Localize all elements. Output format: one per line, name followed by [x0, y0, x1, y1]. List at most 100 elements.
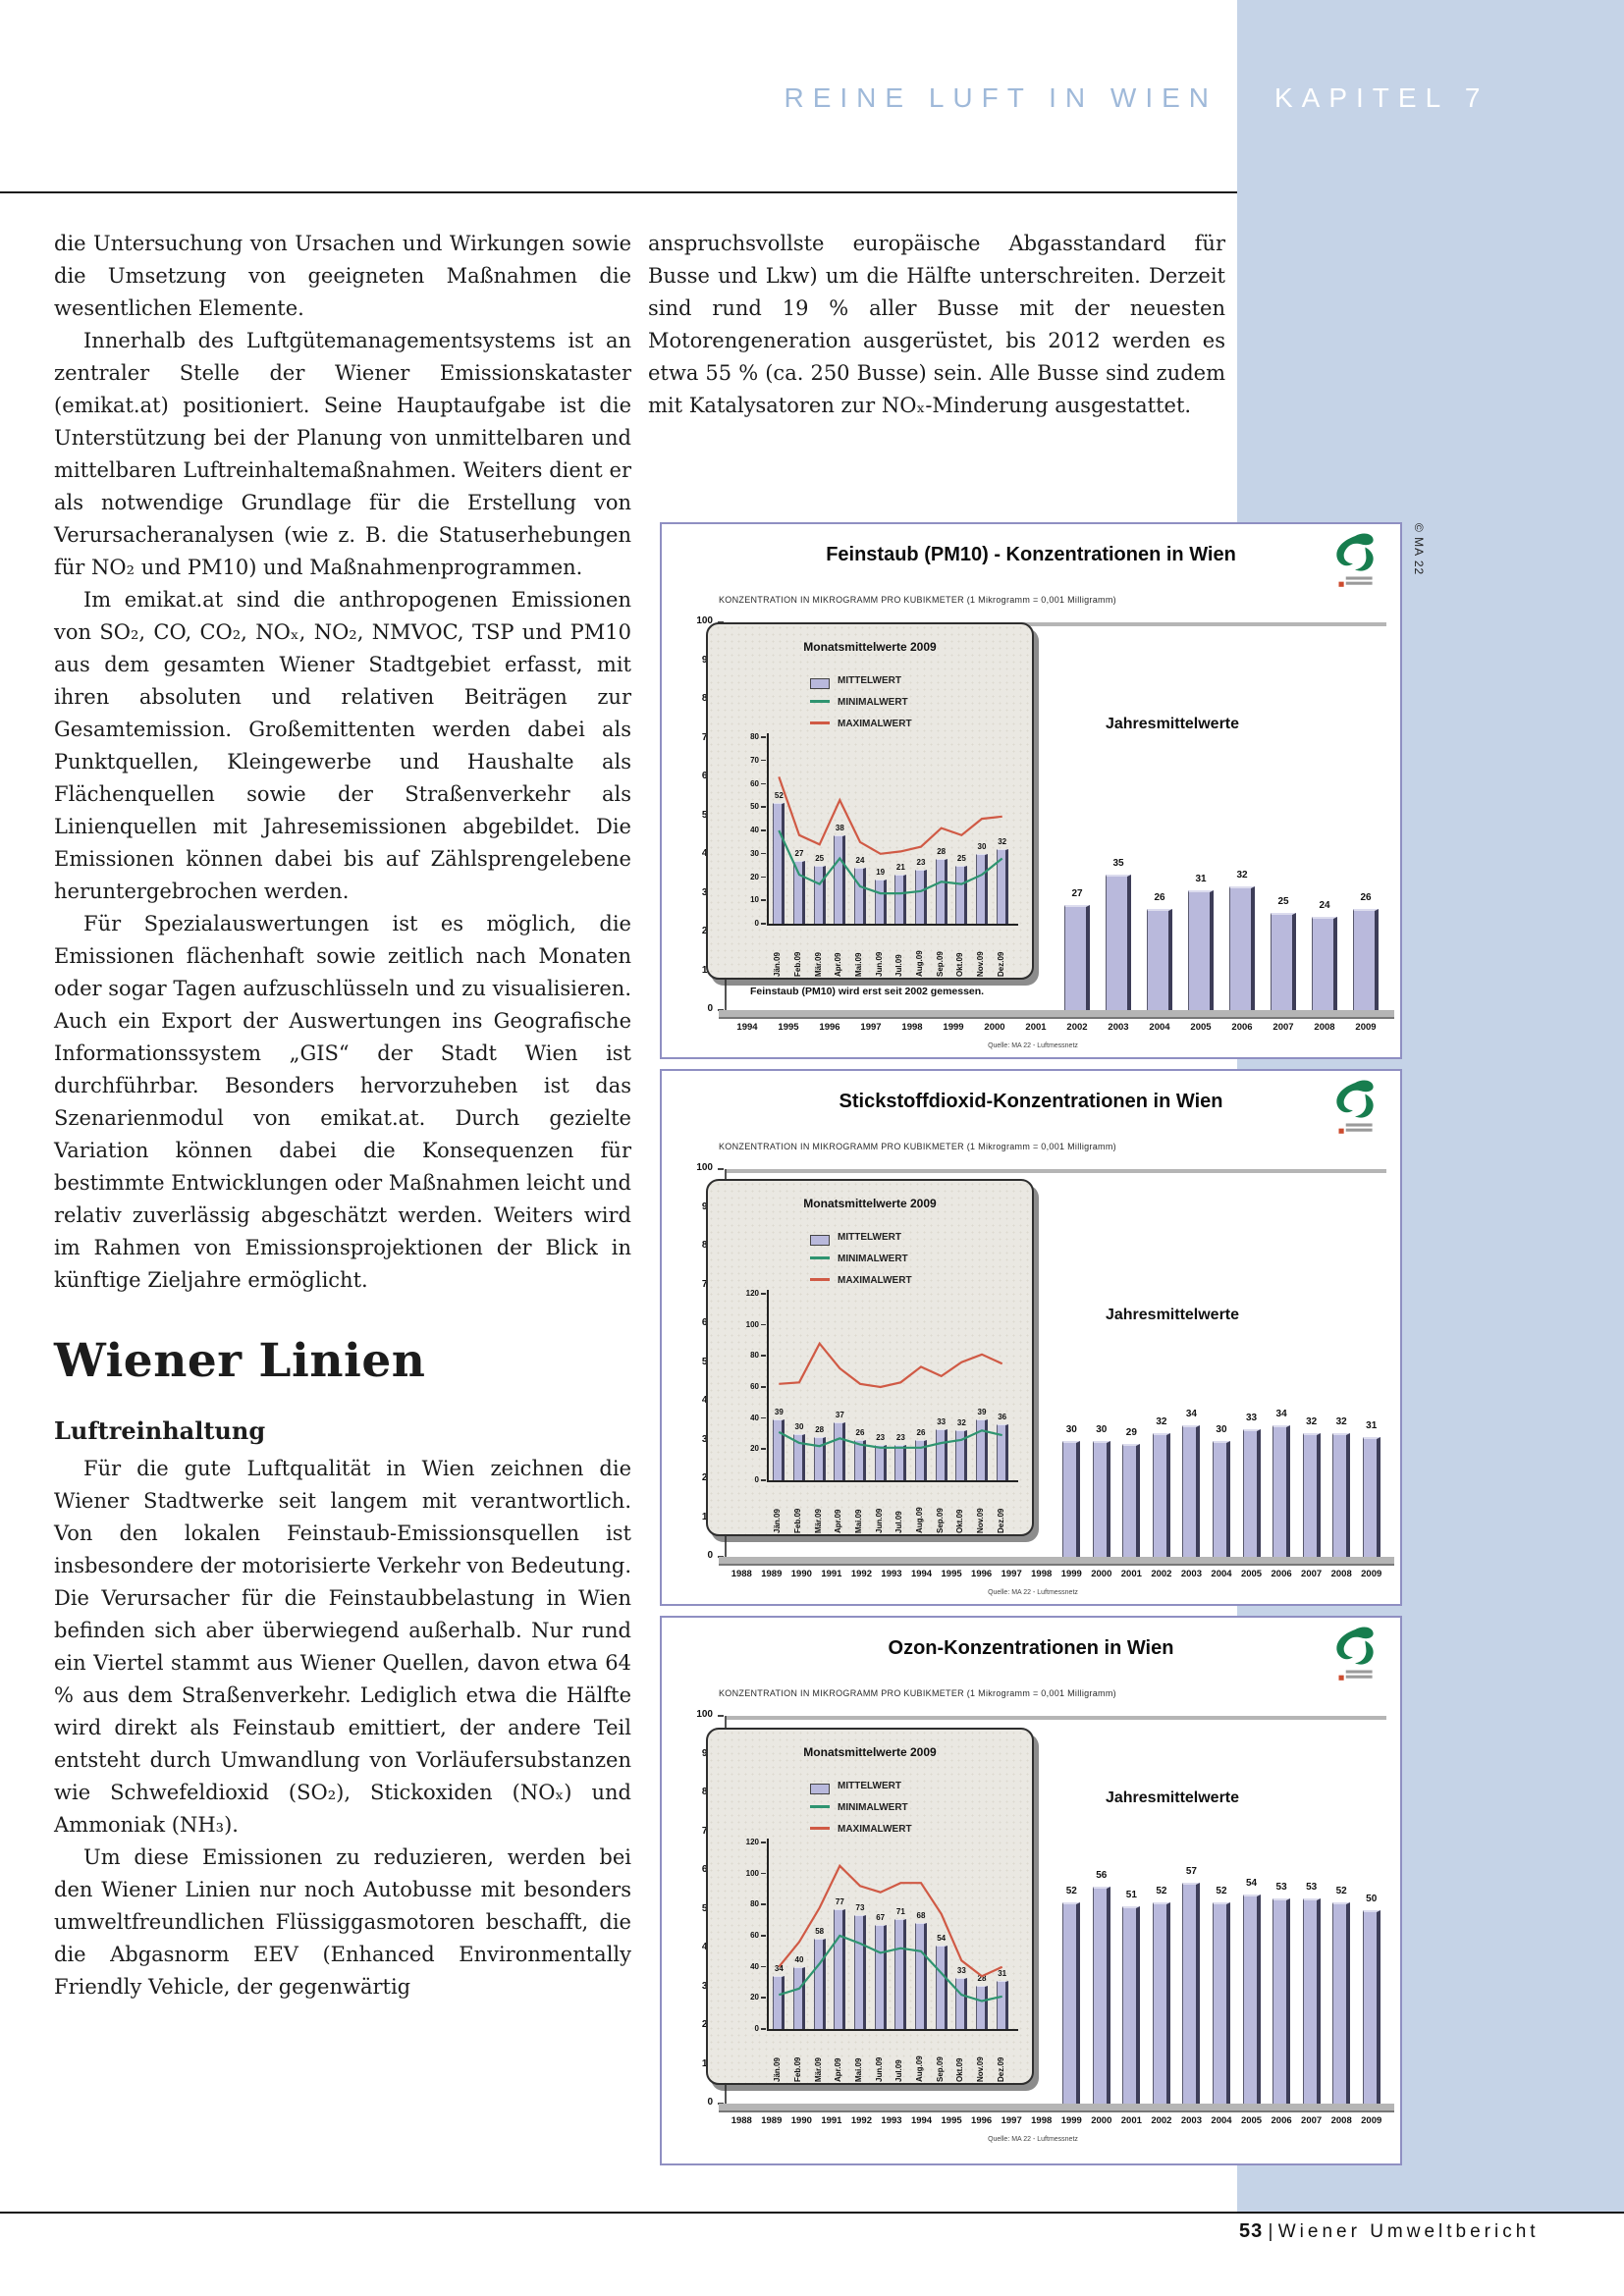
bar: [1332, 1901, 1351, 2104]
bar: [1152, 1432, 1170, 1557]
bar: [1213, 1440, 1230, 1557]
inset-y-label: 80: [750, 1351, 759, 1361]
annotation-jahresmittelwerte: Jahresmittelwerte: [1105, 1307, 1240, 1323]
inset-y-tick: [761, 782, 766, 784]
inset-bar: [773, 1419, 785, 1480]
footer-title: Wiener Umweltbericht: [1277, 2221, 1540, 2242]
chart-title: Ozon-Konzentrationen in Wien: [888, 1637, 1174, 1659]
inset-bar: [773, 802, 785, 924]
inset-bar-value-label: 25: [815, 853, 825, 863]
chart-subtitle: KONZENTRATION IN MIKROGRAMM PRO KUBIKMET…: [719, 1142, 1116, 1151]
bar-value-label: 32: [1156, 1415, 1167, 1427]
paragraph: die Untersuchung von Ursachen und Wirkun…: [54, 232, 631, 320]
inset-bar-value-label: 38: [835, 823, 844, 832]
y-axis-label: 0: [707, 1003, 713, 1014]
inset-y-label: 60: [750, 778, 759, 788]
inset-y-tick: [761, 1872, 766, 1875]
photo-credit: © MA 22: [1412, 523, 1426, 576]
inset-x-axis-line: [767, 2029, 1018, 2031]
paragraph: Im emikat.at sind die anthropogenen Emis…: [54, 588, 631, 903]
x-axis-band: [719, 1557, 1394, 1566]
inset-y-label: 0: [754, 1475, 759, 1484]
inset-bar: [874, 1924, 887, 2029]
inset-bar: [935, 858, 947, 924]
left-text-column: die Untersuchung von Ursachen und Wirkun…: [54, 228, 631, 2003]
inset-monatsmittelwerte: Monatsmittelwerte 2009 MITTELWERT MINIMALW…: [706, 1179, 1034, 1536]
x-axis-label: 1995: [941, 2115, 962, 2126]
bar-value-label: 32: [1236, 869, 1248, 881]
inset-bar: [874, 879, 887, 924]
x-axis-label: 2004: [1149, 1022, 1170, 1033]
inset-bar-value-label: 40: [794, 1954, 804, 1964]
x-axis-label: 1995: [778, 1022, 799, 1033]
inset-y-tick: [761, 1386, 766, 1388]
x-axis-band: [719, 1010, 1394, 1019]
x-axis-label: 1992: [850, 2115, 872, 2126]
y-axis-label: 100: [696, 1709, 713, 1720]
y-axis-tick: [718, 1168, 724, 1170]
bar-value-label: 26: [1360, 892, 1372, 904]
x-axis-label: 1991: [821, 2115, 842, 2126]
bar-value-label: 34: [1275, 1408, 1287, 1419]
x-axis-label: 2000: [1091, 1569, 1112, 1579]
x-axis-label: 1988: [731, 1569, 752, 1579]
inset-bar-value-label: 25: [956, 853, 966, 863]
bar-value-label: 30: [1096, 1423, 1108, 1435]
x-axis-label: 2006: [1271, 1569, 1292, 1579]
bar-value-label: 53: [1275, 1881, 1287, 1893]
inset-x-axis-line: [767, 924, 1018, 926]
bar: [1152, 1901, 1170, 2104]
x-axis-label: 2004: [1211, 2115, 1232, 2126]
inset-x-axis-line: [767, 1480, 1018, 1482]
bar-value-label: 54: [1245, 1877, 1258, 1889]
inset-bar: [834, 1422, 846, 1480]
inset-y-tick: [761, 1965, 766, 1968]
x-axis-label: 1996: [971, 2115, 993, 2126]
inset-month-label: Mai.09: [854, 952, 863, 977]
chart-stickstoffdioxid: Stickstoffdioxid-Konzentrationen in Wien…: [660, 1069, 1402, 1606]
inset-bar-value-label: 34: [774, 1964, 784, 1974]
inset-bar-value-label: 23: [916, 858, 926, 868]
bar-value-label: 30: [1216, 1423, 1227, 1435]
bar-value-label: 50: [1366, 1893, 1378, 1904]
bar-value-label: 51: [1125, 1889, 1137, 1900]
x-axis-label: 2001: [1120, 2115, 1142, 2126]
bar-value-label: 52: [1065, 1885, 1077, 1896]
chart-source-note: Quelle: MA 22 - Luftmessnetz: [988, 1589, 1078, 1596]
inset-month-label: Sep.09: [935, 951, 945, 977]
inset-y-label: 60: [750, 1931, 759, 1940]
inset-y-label: 60: [750, 1382, 759, 1391]
inset-bar-value-label: 39: [774, 1408, 784, 1417]
inset-month-label: Jun.09: [874, 951, 884, 977]
x-axis-label: 2000: [984, 1022, 1005, 1033]
x-axis-label: 1996: [819, 1022, 840, 1033]
legend-label: MAXIMALWERT: [838, 1275, 912, 1286]
inset-y-label: 30: [750, 848, 759, 858]
y-axis-label: 100: [696, 1162, 713, 1173]
inset-month-label: Mär.09: [813, 952, 823, 977]
x-axis-label: 2007: [1301, 2115, 1323, 2126]
x-axis-label: 2000: [1091, 2115, 1112, 2126]
x-axis-label: 1994: [736, 1022, 758, 1033]
bar: [1092, 1440, 1110, 1557]
ma22-logo-icon: [1322, 1079, 1386, 1140]
inset-y-label: 120: [745, 1838, 759, 1846]
right-text-column: anspruchsvollste europäische Abgasstanda…: [648, 228, 1225, 422]
x-axis-label: 1996: [971, 1569, 993, 1579]
inset-bar: [996, 849, 1008, 924]
inset-bar-value-label: 36: [998, 1413, 1007, 1421]
x-axis-label: 2009: [1361, 1569, 1382, 1579]
x-axis-label: 2008: [1330, 2115, 1352, 2126]
inset-y-label: 10: [750, 895, 759, 905]
x-axis-label: 2003: [1180, 1569, 1202, 1579]
bar-value-label: 34: [1185, 1408, 1197, 1419]
inset-bar: [773, 1976, 785, 2029]
x-axis-label: 2002: [1151, 1569, 1172, 1579]
inset-month-label: Mai.09: [854, 1509, 863, 1533]
inset-bar-value-label: 30: [794, 1421, 804, 1431]
bar: [1353, 909, 1379, 1010]
inset-bar: [935, 1945, 947, 2029]
inset-y-label: 40: [750, 1413, 759, 1422]
bar: [1092, 1886, 1110, 2104]
paragraph: anspruchsvollste europäische Abgasstanda…: [648, 232, 1225, 417]
